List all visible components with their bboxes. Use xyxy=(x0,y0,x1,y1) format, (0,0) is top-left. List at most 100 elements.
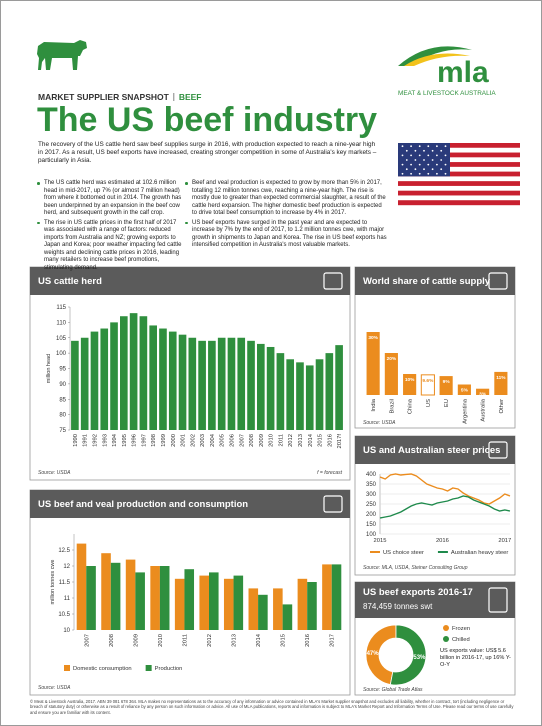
x-tick-label: EU xyxy=(444,399,450,407)
x-tick-label: 2007 xyxy=(239,434,245,447)
bar xyxy=(403,374,417,395)
x-tick-label: 2011 xyxy=(278,434,284,446)
bar xyxy=(139,316,148,430)
x-tick-label: 2015 xyxy=(374,538,387,544)
bar xyxy=(209,572,219,630)
x-tick-label: 1999 xyxy=(161,434,167,447)
bar xyxy=(159,328,167,430)
cow-icon xyxy=(37,40,87,70)
flag-stripe xyxy=(398,152,520,158)
x-tick-label: 2014 xyxy=(256,633,262,647)
bar xyxy=(135,572,145,630)
y-tick-label: 10.5 xyxy=(58,612,70,618)
y-tick-label: 300 xyxy=(366,492,377,498)
legend-label: Chilled xyxy=(452,637,470,643)
bar xyxy=(100,328,109,430)
annotation: US exports value: US$ 5.6 billion in 201… xyxy=(440,648,511,668)
bar xyxy=(282,604,293,630)
flag-stripe xyxy=(398,143,520,148)
y-axis-label: million tonnes cwe xyxy=(50,560,56,605)
panel-title: US cattle herd xyxy=(38,276,102,287)
flag-star xyxy=(418,145,421,148)
flag-star xyxy=(414,168,417,171)
bar xyxy=(184,569,195,630)
flag-stripe xyxy=(398,181,520,187)
flag-star xyxy=(405,149,408,152)
panel-title: US beef exports 2016-17 xyxy=(363,587,473,598)
y-tick-label: 95 xyxy=(59,367,66,373)
bar xyxy=(174,578,185,630)
flag-star xyxy=(431,159,434,161)
header-icon xyxy=(488,441,508,459)
bar xyxy=(125,559,136,630)
bar xyxy=(439,376,453,395)
bar xyxy=(76,543,87,630)
value-label: 30% xyxy=(368,335,378,341)
flag-stripe xyxy=(398,200,520,206)
x-tick-label: 1997 xyxy=(141,434,147,447)
flag-star xyxy=(410,172,412,175)
bar xyxy=(258,594,268,630)
source: Source: USDA xyxy=(38,685,71,691)
legend-label: Frozen xyxy=(452,626,470,632)
x-tick-label: China xyxy=(408,398,414,414)
flag-star xyxy=(418,172,421,175)
legend-swatch xyxy=(443,625,449,631)
flag-star xyxy=(444,154,447,157)
y-tick-label: 105 xyxy=(56,336,67,342)
bullet: US beef exports have surged in the past … xyxy=(185,219,387,248)
pie-slice xyxy=(389,624,427,686)
flag-star xyxy=(444,172,447,175)
x-tick-label: 2016 xyxy=(305,634,311,647)
x-tick-label: 2017f xyxy=(337,434,343,449)
flag-star xyxy=(444,145,447,148)
x-tick-label: 1991 xyxy=(83,434,89,447)
flag-stripe xyxy=(398,166,520,172)
legend-swatch xyxy=(443,636,449,642)
panel-subtitle: 874,459 tonnes swt xyxy=(363,602,433,611)
x-tick-label: 1998 xyxy=(151,434,157,447)
bar xyxy=(101,553,111,630)
bar xyxy=(384,353,398,395)
bar xyxy=(494,371,508,395)
flag-star xyxy=(436,172,438,175)
value-label: 3% xyxy=(479,392,487,398)
panel-header xyxy=(355,267,515,295)
bar xyxy=(199,575,209,630)
bar xyxy=(305,365,314,430)
flag-star xyxy=(423,168,425,171)
bar xyxy=(273,588,283,630)
x-tick-label: 2012 xyxy=(207,634,213,647)
flag-star xyxy=(440,168,443,171)
y-tick-label: 11.5 xyxy=(59,580,71,586)
value-label: 11% xyxy=(496,375,506,381)
legend-label: Australian heavy steer xyxy=(451,550,508,556)
bar xyxy=(322,564,332,630)
bar xyxy=(129,313,138,430)
y-tick-label: 150 xyxy=(366,522,377,528)
y-tick-label: 90 xyxy=(59,382,66,388)
section-label: MARKET SUPPLIER SNAPSHOT xyxy=(38,92,170,102)
page-title: The US beef industry xyxy=(37,101,377,139)
y-tick-label: 12.5 xyxy=(58,548,70,554)
x-tick-label: 2010 xyxy=(269,434,275,447)
bar xyxy=(266,346,275,430)
legend-swatch xyxy=(145,665,152,671)
bar xyxy=(150,566,160,630)
bar xyxy=(315,359,324,430)
source: Source: USDA xyxy=(363,420,396,426)
source: Source: Global Trade Atlas xyxy=(363,687,423,693)
x-tick-label: 2014 xyxy=(308,433,314,447)
flag-stripe xyxy=(398,157,520,163)
flag-stripe xyxy=(398,195,520,201)
flag-star xyxy=(401,163,404,166)
x-tick-label: Australia xyxy=(481,398,487,421)
flag-star xyxy=(414,149,417,152)
flag-star xyxy=(436,163,438,166)
x-tick-label: 2009 xyxy=(259,434,265,447)
x-tick-label: 1990 xyxy=(73,434,79,447)
y-tick-label: 110 xyxy=(56,320,66,326)
bar xyxy=(237,337,246,430)
logo: mla MEAT & LIVESTOCK AUSTRALIA xyxy=(398,46,496,97)
